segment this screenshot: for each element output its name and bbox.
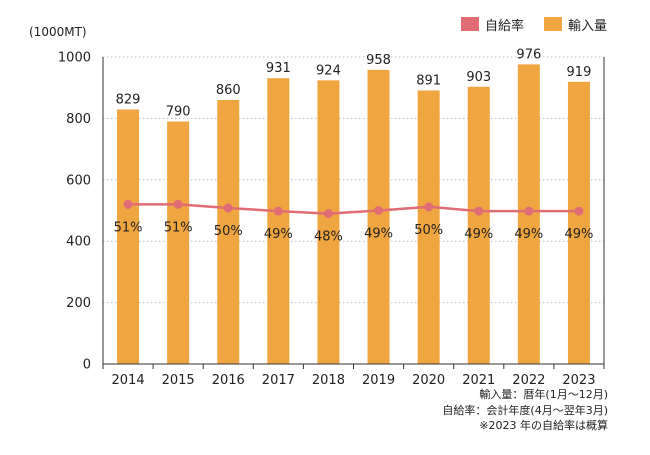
bar-value-label: 958 xyxy=(366,53,391,68)
note-self-sufficiency-period: 自給率：会計年度(4月～翌年3月) xyxy=(442,403,608,417)
y-tick-label: 1000 xyxy=(58,51,91,66)
self-sufficiency-label: 49% xyxy=(364,227,393,242)
self-sufficiency-point xyxy=(424,202,434,212)
x-tick-label: 2023 xyxy=(562,373,595,388)
self-sufficiency-point xyxy=(323,209,333,219)
bar xyxy=(417,90,440,364)
legend-self-sufficiency-label: 自給率 xyxy=(485,18,525,34)
self-sufficiency-point xyxy=(374,206,384,215)
self-sufficiency-point xyxy=(223,203,233,213)
bar xyxy=(367,69,390,365)
x-tick-label: 2020 xyxy=(412,373,445,388)
self-sufficiency-point xyxy=(474,206,484,216)
legend-imports: 輸入量 xyxy=(544,14,607,34)
bar-value-label: 919 xyxy=(567,65,592,80)
y-tick-label: 400 xyxy=(66,235,91,250)
self-sufficiency-label: 50% xyxy=(414,223,443,238)
self-sufficiency-label: 49% xyxy=(464,227,493,242)
self-sufficiency-label: 51% xyxy=(164,220,193,235)
bar xyxy=(317,80,340,364)
self-sufficiency-point xyxy=(524,206,534,216)
legend-self-sufficiency: 自給率 xyxy=(461,14,524,34)
bar xyxy=(567,81,590,364)
self-sufficiency-label: 49% xyxy=(264,227,293,242)
self-sufficiency-line xyxy=(128,203,579,215)
self-sufficiency-label: 50% xyxy=(214,224,243,239)
bar-value-label: 931 xyxy=(266,61,291,76)
y-tick-label: 0 xyxy=(83,358,91,373)
x-tick-label: 2015 xyxy=(162,373,195,388)
self-sufficiency-label: 51% xyxy=(114,220,143,235)
bar-value-label: 903 xyxy=(466,70,491,85)
bar xyxy=(467,86,490,365)
y-tick-label: 600 xyxy=(66,173,91,188)
note-estimate: ※2023 年の自給率は概算 xyxy=(479,419,608,432)
bar-value-label: 924 xyxy=(316,63,341,78)
self-sufficiency-label: 48% xyxy=(314,230,343,245)
self-sufficiency-label: 49% xyxy=(514,227,543,242)
x-tick-label: 2016 xyxy=(212,373,245,388)
note-imports-period: 輸入量：暦年(1月～12月) xyxy=(479,388,608,401)
x-tick-label: 2021 xyxy=(462,373,495,388)
bar-value-label: 976 xyxy=(516,47,541,62)
bar-value-label: 860 xyxy=(216,83,241,98)
legend-line-swatch xyxy=(461,17,479,31)
self-sufficiency-point xyxy=(574,206,584,216)
bar xyxy=(217,99,240,364)
self-sufficiency-point xyxy=(173,199,183,209)
x-tick-label: 2018 xyxy=(312,373,345,388)
bar xyxy=(117,109,140,364)
x-tick-label: 2022 xyxy=(512,373,545,388)
x-tick-label: 2014 xyxy=(112,373,145,388)
y-tick-label: 800 xyxy=(66,112,91,127)
y-tick-label: 200 xyxy=(66,296,91,311)
self-sufficiency-point xyxy=(273,206,283,216)
chart-notes: 輸入量：暦年(1月～12月) 自給率：会計年度(4月～翌年3月) ※2023 年… xyxy=(442,387,608,434)
bar xyxy=(167,121,190,364)
legend-bar-swatch xyxy=(544,17,562,31)
x-tick-label: 2017 xyxy=(262,373,295,388)
bar-value-label: 891 xyxy=(416,73,441,88)
bar-value-label: 790 xyxy=(166,104,191,119)
bar-value-label: 829 xyxy=(116,92,141,107)
y-unit-label: (1000MT) xyxy=(29,25,87,39)
self-sufficiency-label: 49% xyxy=(564,227,593,242)
x-tick-label: 2019 xyxy=(362,373,395,388)
legend-imports-label: 輸入量 xyxy=(568,18,608,34)
bar xyxy=(267,78,290,365)
self-sufficiency-point xyxy=(123,199,133,209)
